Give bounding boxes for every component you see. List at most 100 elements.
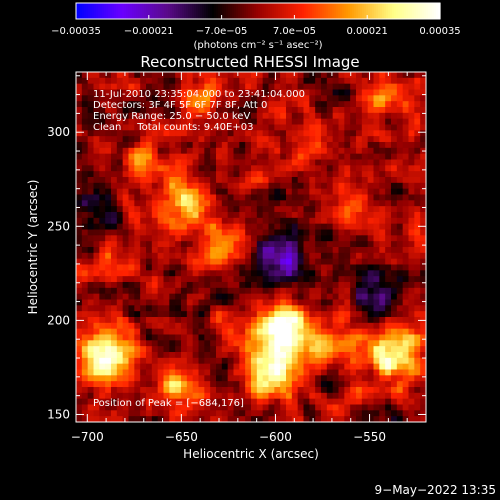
heatmap-cell: [140, 194, 147, 201]
heatmap-cell: [256, 200, 264, 207]
heatmap-cell: [210, 130, 217, 137]
heatmap-cell: [286, 130, 293, 137]
heatmap-cell: [303, 177, 310, 184]
heatmap-cell: [245, 142, 252, 149]
heatmap-cell: [291, 217, 299, 225]
heatmap-cell: [146, 340, 153, 347]
heatmap-cell: [356, 322, 363, 330]
heatmap-cell: [146, 357, 153, 365]
heatmap-cell: [198, 217, 205, 225]
heatmap-cell: [233, 194, 240, 201]
heatmap-cell: [379, 398, 386, 405]
heatmap-cell: [391, 322, 398, 330]
heatmap-cell: [198, 282, 205, 289]
heatmap-cell: [105, 311, 112, 318]
heatmap-cell: [379, 340, 386, 347]
heatmap-cell: [297, 177, 304, 184]
heatmap-cell: [181, 200, 188, 207]
heatmap-cell: [280, 206, 287, 213]
heatmap-cell: [367, 398, 374, 405]
heatmap-cell: [116, 165, 124, 172]
heatmap-cell: [81, 223, 89, 230]
heatmap-cell: [396, 317, 404, 324]
heatmap-cell: [116, 212, 124, 219]
heatmap-cell: [140, 299, 147, 306]
heatmap-cell: [163, 322, 170, 330]
heatmap-cell: [338, 410, 345, 417]
heatmap-cell: [338, 188, 345, 195]
heatmap-cell: [332, 147, 339, 155]
heatmap-cell: [122, 165, 129, 172]
heatmap-cell: [402, 252, 409, 260]
heatmap-cell: [338, 147, 345, 155]
heatmap-cell: [192, 83, 199, 90]
heatmap-cell: [303, 252, 310, 260]
heatmap-cell: [251, 346, 258, 353]
heatmap-cell: [256, 241, 264, 248]
heatmap-cell: [280, 247, 287, 254]
heatmap-cell: [315, 404, 322, 411]
heatmap-cell: [128, 287, 135, 295]
heatmap-cell: [414, 182, 421, 190]
heatmap-cell: [128, 317, 135, 324]
heatmap-cell: [163, 381, 170, 388]
heatmap-cell: [262, 159, 269, 166]
heatmap-cell: [379, 322, 386, 330]
heatmap-cell: [256, 381, 264, 388]
heatmap-cell: [186, 375, 194, 382]
heatmap-cell: [420, 212, 427, 219]
heatmap-cell: [81, 101, 89, 108]
heatmap-cell: [122, 287, 129, 295]
heatmap-cell: [134, 381, 141, 388]
heatmap-cell: [297, 124, 304, 131]
heatmap-cell: [303, 147, 310, 155]
heatmap-cell: [111, 317, 118, 324]
heatmap-cell: [227, 200, 234, 207]
heatmap-cell: [309, 83, 316, 90]
heatmap-cell: [157, 363, 164, 370]
heatmap-cell: [373, 247, 380, 254]
heatmap-cell: [140, 223, 147, 230]
heatmap-cell: [157, 147, 164, 155]
heatmap-cell: [204, 334, 211, 341]
heatmap-cell: [379, 357, 386, 365]
heatmap-cell: [216, 130, 223, 137]
heatmap-cell: [402, 200, 409, 207]
heatmap-cell: [122, 159, 129, 166]
heatmap-cell: [396, 363, 404, 370]
heatmap-cell: [157, 375, 164, 382]
heatmap-cell: [315, 375, 322, 382]
heatmap-cell: [408, 247, 415, 254]
heatmap-cell: [274, 305, 281, 312]
heatmap-cell: [245, 387, 252, 394]
heatmap-cell: [216, 334, 223, 341]
heatmap-cell: [268, 410, 275, 417]
heatmap-cell: [99, 241, 106, 248]
heatmap-cell: [221, 334, 229, 341]
heatmap-cell: [105, 206, 112, 213]
heatmap-cell: [233, 305, 240, 312]
heatmap-cell: [332, 165, 339, 172]
heatmap-cell: [326, 153, 334, 160]
heatmap-cell: [163, 223, 170, 230]
heatmap-cell: [286, 410, 293, 417]
heatmap-cell: [81, 410, 89, 417]
heatmap-cell: [309, 153, 316, 160]
heatmap-cell: [192, 340, 199, 347]
heatmap-cell: [233, 241, 240, 248]
heatmap-cell: [297, 387, 304, 394]
heatmap-cell: [350, 299, 357, 306]
heatmap-cell: [140, 398, 147, 405]
heatmap-cell: [76, 293, 83, 300]
heatmap-cell: [93, 381, 100, 388]
heatmap-cell: [408, 410, 415, 417]
heatmap-cell: [204, 392, 211, 400]
heatmap-cell: [81, 171, 89, 178]
heatmap-cell: [186, 177, 194, 184]
heatmap-cell: [402, 334, 409, 341]
heatmap-cell: [151, 410, 159, 417]
heatmap-cell: [245, 165, 252, 172]
heatmap-cell: [396, 235, 404, 242]
heatmap-cell: [76, 247, 83, 254]
heatmap-cell: [350, 287, 357, 295]
